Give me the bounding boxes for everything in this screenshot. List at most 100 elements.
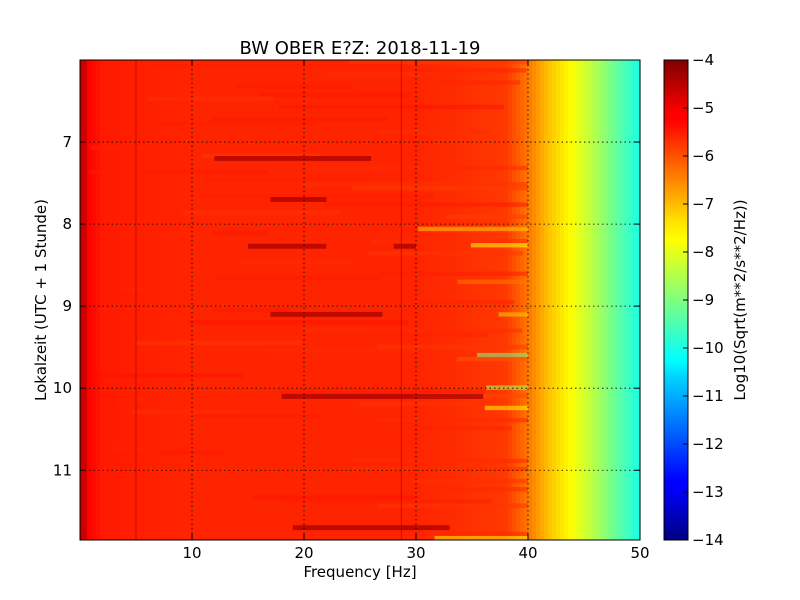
- heatmap-column: [552, 60, 557, 540]
- heatmap-column: [556, 60, 561, 540]
- heatmap-row-texture: [376, 417, 528, 423]
- colorbar-tick-label: −11: [692, 387, 724, 405]
- heatmap-column: [620, 60, 625, 540]
- heatmap-column: [528, 60, 533, 540]
- heatmap-row-texture: [187, 320, 408, 325]
- heatmap-row-texture: [410, 478, 528, 484]
- spectrogram-plot-area: [80, 60, 641, 540]
- heatmap-row-texture: [377, 129, 491, 134]
- heatmap-row-texture: [210, 230, 269, 236]
- heatmap-column: [212, 60, 217, 540]
- heatmap-column: [208, 60, 213, 540]
- colorbar-tick-label: −14: [692, 531, 724, 549]
- heatmap-row-texture: [278, 104, 504, 110]
- heatmap-column: [580, 60, 585, 540]
- heatmap-column: [548, 60, 553, 540]
- heatmap-row-texture: [323, 202, 528, 207]
- heatmap-row-texture: [211, 116, 388, 122]
- heatmap-column: [616, 60, 621, 540]
- heatmap-column: [340, 60, 345, 540]
- heatmap-row-texture: [498, 312, 528, 317]
- dark-band: [270, 311, 383, 317]
- low-frequency-edge: [80, 60, 87, 540]
- heatmap-column: [244, 60, 249, 540]
- heatmap-row-texture: [88, 169, 269, 175]
- heatmap-row-texture: [218, 523, 276, 529]
- heatmap-column: [516, 60, 521, 540]
- heatmap-row-texture: [282, 499, 493, 504]
- heatmap-column: [160, 60, 165, 540]
- heatmap-column: [272, 60, 277, 540]
- heatmap-column: [360, 60, 365, 540]
- heatmap-column: [164, 60, 169, 540]
- heatmap-column: [536, 60, 541, 540]
- heatmap-column: [304, 60, 309, 540]
- heatmap-column: [356, 60, 361, 540]
- heatmap-column: [300, 60, 305, 540]
- x-tick-label: 30: [406, 544, 425, 562]
- heatmap-column: [204, 60, 209, 540]
- colorbar-tick-label: −4: [692, 51, 714, 69]
- dark-band: [248, 243, 327, 249]
- heatmap-row-texture: [160, 198, 345, 203]
- heatmap-row-texture: [379, 300, 515, 305]
- heatmap-row-texture: [457, 279, 528, 285]
- heatmap-row-texture: [303, 328, 523, 333]
- heatmap-column: [116, 60, 121, 540]
- heatmap-row-texture: [132, 409, 239, 415]
- colorbar-tick-label: −9: [692, 291, 714, 309]
- heatmap-column: [632, 60, 637, 540]
- heatmap-column: [324, 60, 329, 540]
- heatmap-column: [104, 60, 109, 540]
- heatmap-column: [100, 60, 105, 540]
- heatmap-row-texture: [278, 389, 485, 394]
- heatmap-column: [88, 60, 93, 540]
- heatmap-cells: [80, 60, 528, 541]
- heatmap-row-texture: [439, 80, 521, 85]
- heatmap-column: [176, 60, 181, 540]
- heatmap-column: [92, 60, 97, 540]
- heatmap-row-texture: [420, 487, 528, 492]
- heatmap-column: [636, 60, 641, 540]
- heatmap-column: [180, 60, 185, 540]
- heatmap-row-texture: [434, 535, 528, 541]
- dark-band: [214, 156, 372, 161]
- heatmap-column: [124, 60, 129, 540]
- heatmap-column: [560, 60, 565, 540]
- heatmap-column: [520, 60, 525, 540]
- heatmap-column: [624, 60, 629, 540]
- heatmap-column: [152, 60, 157, 540]
- heatmap-column: [572, 60, 577, 540]
- heatmap-row-texture: [352, 186, 528, 191]
- heatmap-column: [596, 60, 601, 540]
- heatmap-column: [128, 60, 133, 540]
- x-tick-label: 50: [630, 544, 649, 562]
- heatmap-column: [168, 60, 173, 540]
- heatmap-row-texture: [204, 177, 370, 183]
- heatmap-column: [220, 60, 225, 540]
- heatmap-column: [148, 60, 153, 540]
- heatmap-row-texture: [135, 340, 302, 346]
- heatmap-column: [604, 60, 609, 540]
- heatmap-row-texture: [300, 182, 528, 187]
- heatmap-column: [312, 60, 317, 540]
- colorbar-tick-label: −12: [692, 435, 724, 453]
- heatmap-row-texture: [258, 92, 411, 97]
- heatmap-row-texture: [127, 121, 316, 126]
- heatmap-row-texture: [216, 275, 380, 280]
- colorbar-tick-label: −13: [692, 483, 724, 501]
- heatmap-row-texture: [264, 348, 418, 354]
- x-axis-label: Frequency [Hz]: [303, 563, 416, 581]
- heatmap-row-texture: [378, 503, 528, 508]
- heatmap-column: [132, 60, 137, 540]
- heatmap-row-texture: [477, 352, 528, 358]
- heatmap-column: [236, 60, 241, 540]
- heatmap-row-texture: [201, 153, 321, 158]
- plot-frame: [79, 59, 641, 541]
- y-tick-label: 9: [62, 297, 72, 315]
- heatmap-column: [264, 60, 269, 540]
- heatmap-column: [284, 60, 289, 540]
- heatmap-column: [368, 60, 373, 540]
- heatmap-row-texture: [352, 466, 528, 472]
